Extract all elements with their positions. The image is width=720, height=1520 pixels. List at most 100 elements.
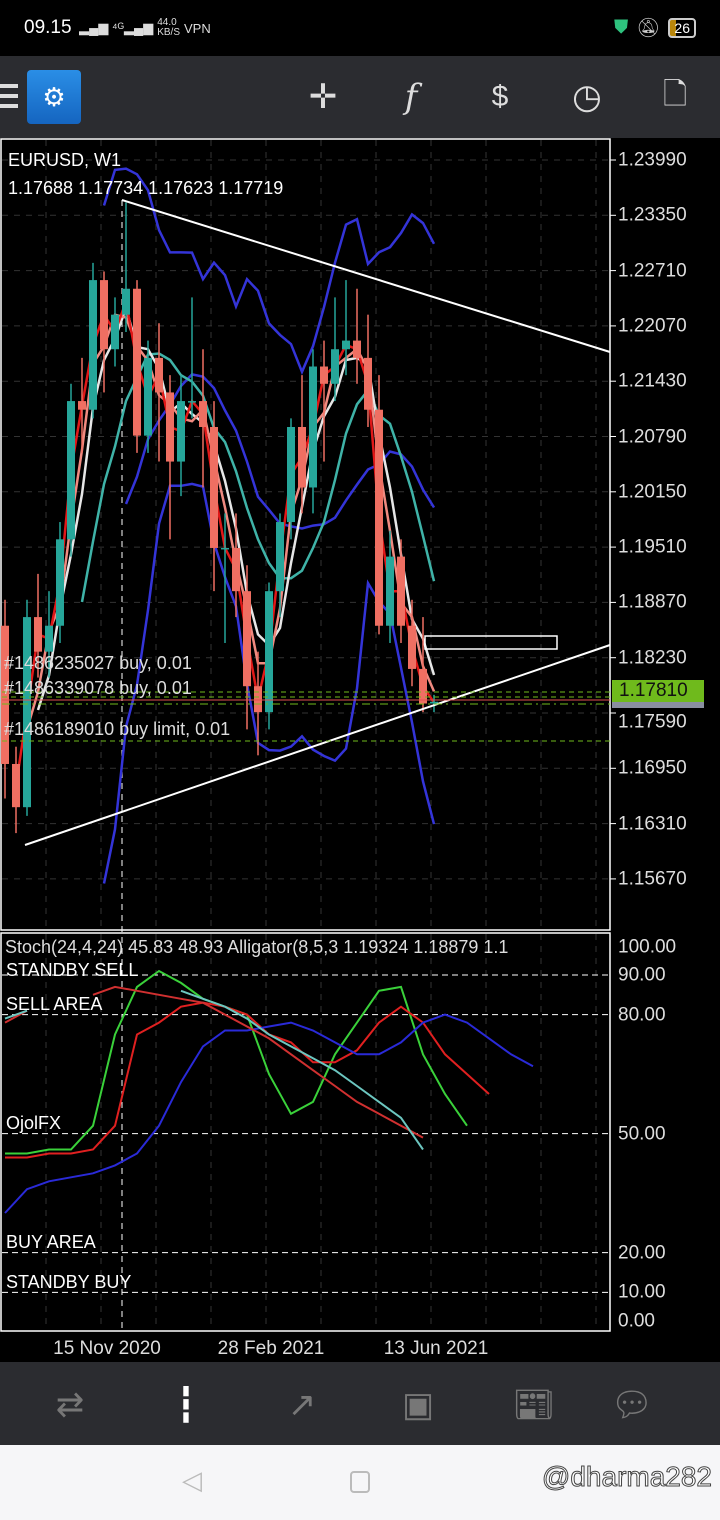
candle-body — [408, 625, 416, 669]
mute-icon: 🔕︎ — [636, 18, 661, 39]
price-tick: 1.16950 — [618, 757, 687, 779]
candle-body — [67, 401, 75, 540]
candle-body — [78, 401, 86, 410]
home-button[interactable] — [350, 1471, 370, 1493]
net-unit: KB/S — [157, 27, 181, 38]
trade-icon[interactable]: ↗ — [287, 1386, 317, 1424]
candle-body — [221, 547, 229, 550]
zone-label: STANDBY SELL — [6, 960, 139, 980]
order-label: #1486189010 buy limit, 0.01 — [4, 719, 231, 739]
candle-body — [331, 349, 339, 384]
signal-icon: ▂▄▆ ⁴ᴳ▂▄▆ — [75, 20, 154, 35]
candle-body — [155, 357, 163, 393]
candle-body — [133, 288, 141, 436]
price-tick: 1.15670 — [618, 868, 687, 890]
candle-body — [111, 314, 119, 350]
zone-label: OjolFX — [6, 1113, 62, 1133]
stoch-tick: 20.00 — [618, 1242, 666, 1264]
moving-average-white — [36, 304, 436, 711]
top-toolbar — [0, 56, 720, 138]
candle-body — [364, 357, 372, 410]
timeframe-clock-icon[interactable]: ◷ — [572, 78, 602, 116]
candle-body — [210, 426, 218, 548]
price-tick: 1.18230 — [618, 647, 687, 669]
stoch-line — [4, 1013, 534, 1214]
chart-area[interactable]: EURUSD, W1 1.17688 1.17734 1.17623 1.177… — [0, 138, 720, 1360]
news-icon[interactable]: 📰︎ — [512, 1386, 556, 1424]
trendline-resistance — [121, 199, 611, 353]
app-logo[interactable]: ⚙ — [27, 70, 81, 124]
rectangle-object — [424, 635, 558, 650]
quotes-icon[interactable]: ⇄ — [55, 1386, 85, 1424]
candle-body — [100, 280, 108, 350]
candle-body — [166, 392, 174, 462]
candle-body — [419, 668, 427, 704]
price-tick: 1.21430 — [618, 370, 687, 392]
price-tick: 1.18870 — [618, 591, 687, 613]
price-tick: 1.23350 — [618, 204, 687, 226]
candle-body — [243, 591, 251, 687]
trade-icon[interactable]: $ — [491, 80, 509, 113]
candle-body — [298, 426, 306, 488]
history-icon[interactable]: ▣ — [401, 1386, 435, 1424]
candle-body — [254, 686, 262, 713]
current-price-label: 1.17810 — [612, 680, 704, 702]
zone-label: STANDBY BUY — [6, 1272, 132, 1292]
candle-body — [397, 556, 405, 626]
watermark: @dharma282 — [541, 1461, 712, 1493]
price-panel-frame — [0, 138, 611, 931]
back-button[interactable]: ◁ — [182, 1465, 202, 1495]
candle-body — [287, 426, 295, 523]
messages-icon[interactable]: 💬︎ — [610, 1386, 654, 1424]
candle-body — [56, 539, 64, 626]
new-order-icon[interactable]: 🗋 — [662, 77, 688, 111]
candle-body — [23, 617, 31, 808]
stoch-tick: 0.00 — [618, 1310, 655, 1332]
stoch-line — [92, 985, 424, 1139]
candle-body — [34, 617, 42, 652]
date-tick: 13 Jun 2021 — [383, 1338, 489, 1359]
order-label: #1486339078 buy, 0.01 — [4, 678, 192, 698]
candle-body — [177, 401, 185, 462]
price-tick: 1.17590 — [618, 711, 687, 733]
zone-label: SELL AREA — [6, 994, 103, 1014]
candle-body — [309, 366, 317, 488]
chart-icon[interactable]: ┇ — [175, 1386, 197, 1424]
candle-body — [188, 401, 196, 403]
menu-icon[interactable] — [0, 84, 18, 108]
indicators-icon[interactable]: f — [404, 77, 418, 117]
stoch-line — [180, 989, 424, 1151]
stoch-tick: 100.00 — [618, 936, 677, 958]
trendline-support — [24, 644, 611, 846]
stoch-panel-frame — [0, 932, 611, 1332]
stochastic-header: Stoch(24,4,24) 45.83 48.93 Alligator(8,5… — [5, 937, 509, 957]
net-speed: 44.0 — [157, 17, 177, 28]
shield-icon: ⛊ — [614, 17, 629, 38]
system-nav-bar: ◁ @dharma282 — [0, 1445, 720, 1520]
candle-body — [276, 522, 284, 592]
bid-price-marker — [612, 702, 704, 708]
price-tick: 1.19510 — [618, 536, 687, 558]
candle-body — [232, 547, 240, 592]
candle-body — [144, 357, 152, 436]
chart-canvas[interactable] — [0, 138, 720, 1360]
battery-icon: 26 — [668, 18, 696, 38]
zone-label: BUY AREA — [6, 1232, 96, 1252]
stoch-line — [5, 1001, 490, 1159]
candle-body — [375, 409, 383, 626]
stoch-line — [4, 1009, 28, 1020]
price-tick: 1.16310 — [618, 813, 687, 835]
net-speed-indicator: 44.0 KB/S — [157, 18, 180, 38]
stoch-tick: 10.00 — [618, 1281, 666, 1303]
price-tick: 1.22070 — [618, 315, 687, 337]
price-tick: 1.23990 — [618, 149, 687, 171]
date-tick: 28 Feb 2021 — [217, 1338, 325, 1359]
stoch-tick: 90.00 — [618, 964, 666, 986]
candle-body — [320, 366, 328, 384]
crosshair-icon[interactable]: ✛ — [308, 78, 338, 116]
stoch-tick: 80.00 — [618, 1004, 666, 1026]
candle-body — [265, 591, 273, 713]
status-bar: 09.15 ▂▄▆ ⁴ᴳ▂▄▆ 44.0 KB/S VPN ⛊ 🔕︎ 26 — [0, 0, 720, 56]
chart-ohlc: 1.17688 1.17734 1.17623 1.17719 — [8, 178, 284, 198]
candle-body — [386, 556, 394, 626]
